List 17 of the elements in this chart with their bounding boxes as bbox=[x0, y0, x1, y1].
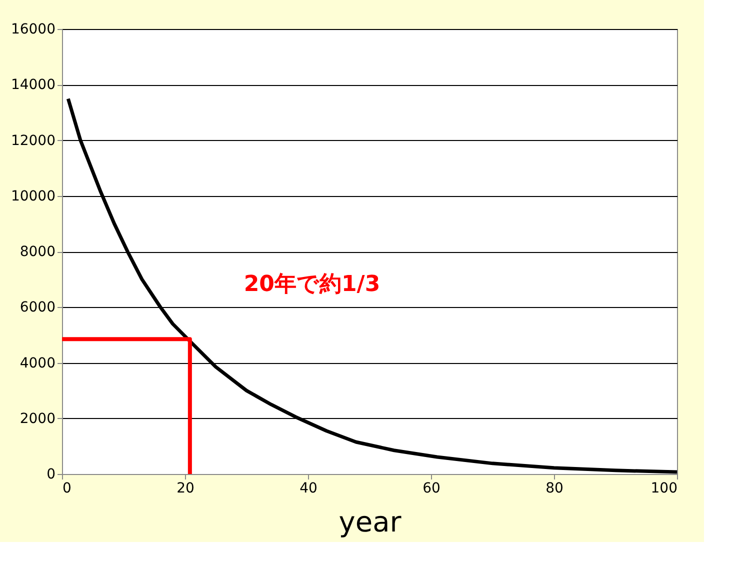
x-tick-label: 0 bbox=[62, 480, 72, 496]
y-tick-label: 14000 bbox=[10, 77, 56, 94]
y-tick-label: 8000 bbox=[20, 244, 56, 260]
x-tick-label: 40 bbox=[300, 480, 318, 496]
x-tick-label: 60 bbox=[422, 480, 440, 496]
y-tick-label: 2000 bbox=[20, 410, 56, 427]
x-axis-title: year bbox=[338, 506, 402, 538]
x-tick-label: 20 bbox=[176, 480, 194, 496]
y-tick-label: 12000 bbox=[10, 132, 56, 149]
y-tick-label: 6000 bbox=[20, 300, 56, 316]
y-tick-label: 10000 bbox=[10, 188, 56, 204]
y-tick-label: 4000 bbox=[20, 355, 56, 372]
annotation: 20年で約1/3 bbox=[244, 272, 380, 297]
x-tick-label: 80 bbox=[546, 480, 564, 496]
y-tick-label: 16000 bbox=[10, 22, 56, 38]
x-tick-label: 100 bbox=[650, 480, 678, 496]
y-tick-label: 0 bbox=[46, 466, 56, 482]
